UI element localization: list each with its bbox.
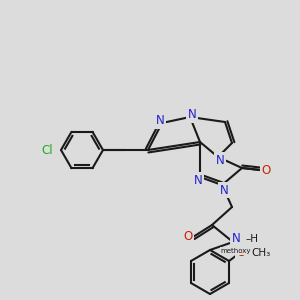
Text: O: O: [261, 164, 271, 176]
Text: methoxy: methoxy: [221, 248, 251, 254]
Text: –H: –H: [245, 234, 258, 244]
Text: N: N: [220, 184, 228, 196]
Text: N: N: [156, 115, 164, 128]
Text: N: N: [232, 232, 240, 245]
Text: O: O: [236, 247, 246, 260]
Text: O: O: [183, 230, 193, 244]
Text: CH₃: CH₃: [251, 248, 270, 258]
Text: N: N: [194, 173, 202, 187]
Text: Cl: Cl: [41, 143, 53, 157]
Text: N: N: [188, 109, 196, 122]
Text: N: N: [216, 154, 224, 166]
